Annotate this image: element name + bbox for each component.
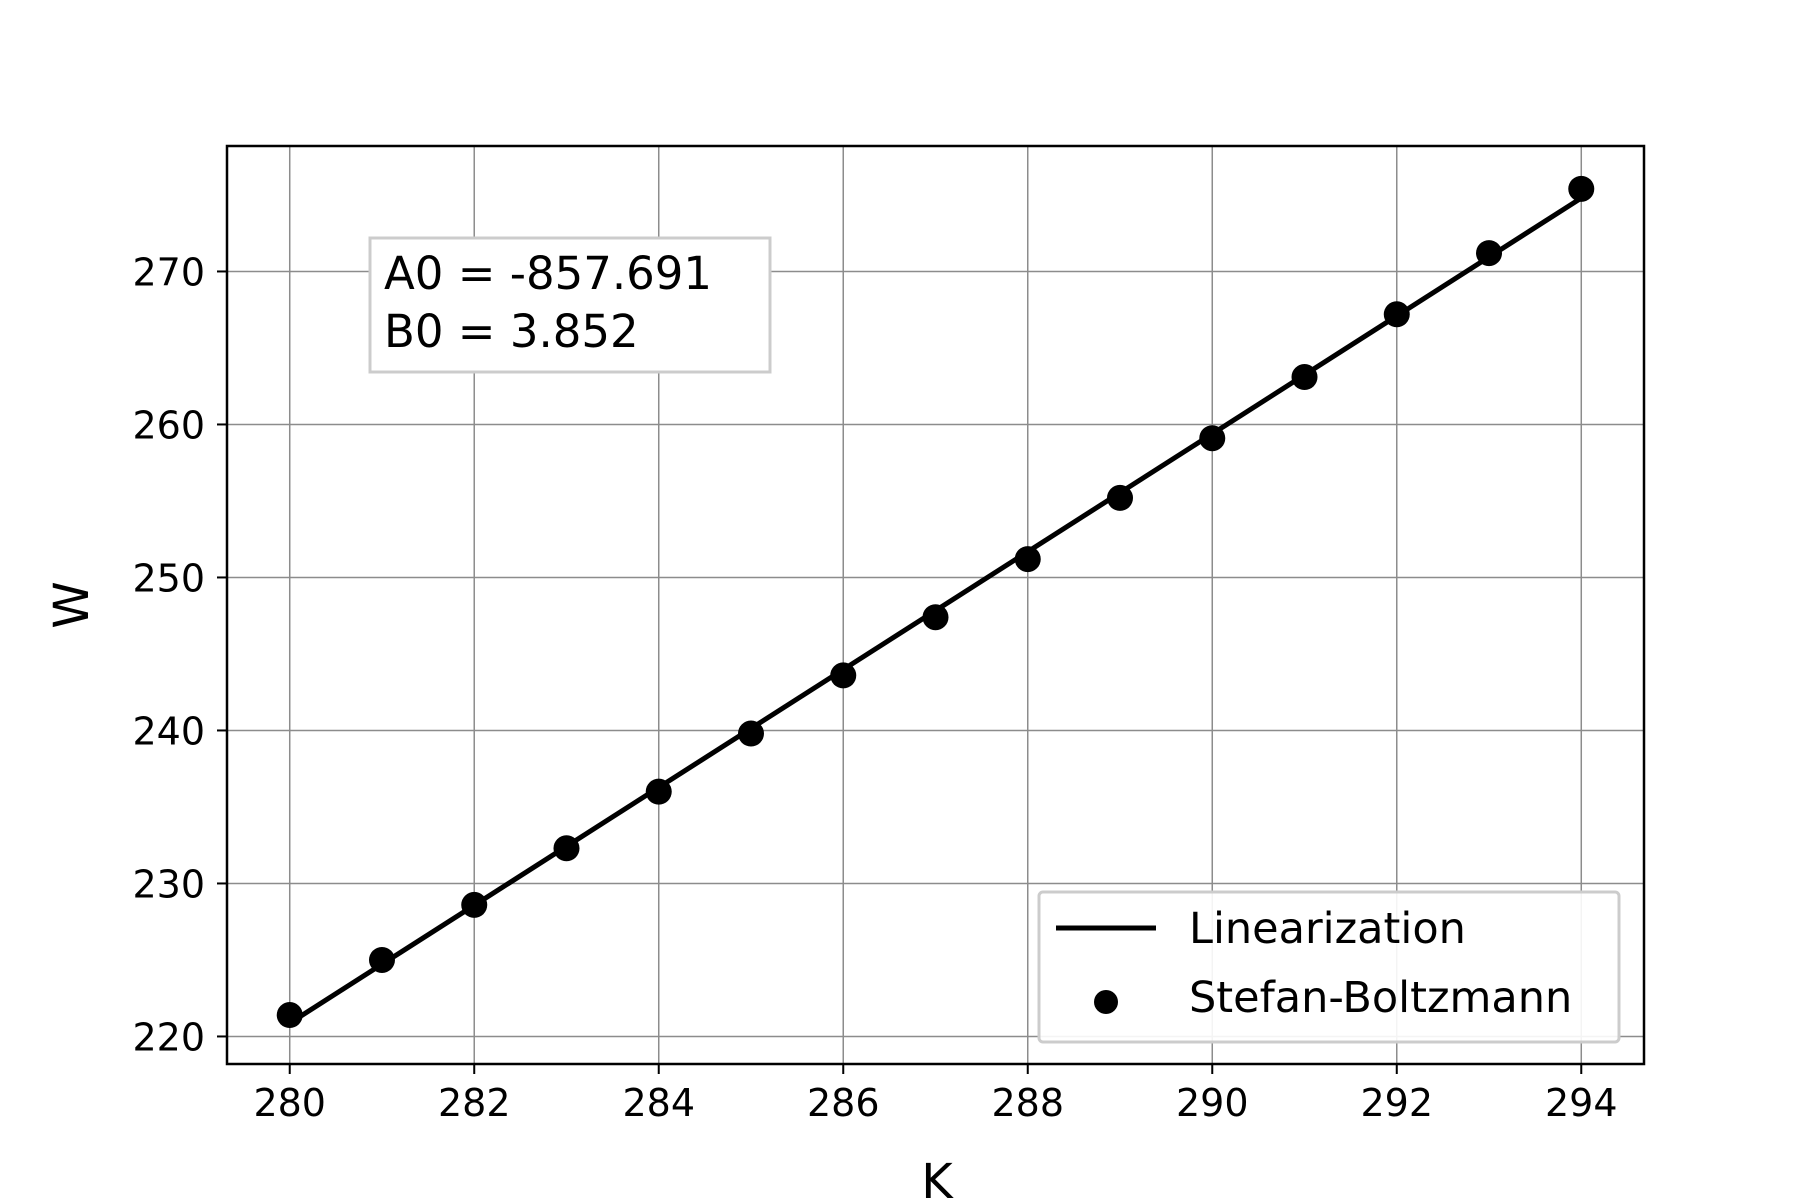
data-layer (276, 175, 1595, 1029)
plot-frame (225, 144, 1646, 1066)
stefan-boltzmann-point (922, 604, 949, 631)
stefan-boltzmann-point (737, 720, 764, 747)
annotation-line-b0: B0 = 3.852 (384, 305, 639, 358)
stefan-boltzmann-point (461, 891, 488, 918)
tick-layer: 280 282 284 286 288 290 292 294 220 230 240 250 260 2… (132, 250, 1617, 1125)
annotation-line-a0: A0 = -857.691 (384, 247, 712, 300)
stefan-boltzmann-point (1476, 240, 1503, 267)
y-tick-label: 260 (132, 403, 205, 447)
x-tick-label: 292 (1360, 1081, 1433, 1125)
stefan-boltzmann-point (1107, 484, 1134, 511)
legend-frame (1037, 890, 1621, 1044)
y-axis-label: W (44, 581, 100, 628)
stefan-boltzmann-point (1568, 175, 1595, 202)
annotation-frame (368, 236, 772, 374)
y-tick-label: 230 (132, 862, 205, 906)
x-tick-label: 294 (1545, 1081, 1618, 1125)
annotation-box: A0 = -857.691 B0 = 3.852 (368, 236, 772, 374)
legend: Linearization Stefan-Boltzmann (1037, 890, 1621, 1044)
x-tick-label: 282 (438, 1081, 511, 1125)
legend-marker-swatch (1094, 990, 1118, 1014)
legend-label-stefan-boltzmann: Stefan-Boltzmann (1189, 973, 1572, 1023)
x-tick-label: 288 (991, 1081, 1064, 1125)
stefan-boltzmann-point (1014, 546, 1041, 573)
stefan-boltzmann-point (1291, 364, 1318, 391)
stefan-boltzmann-point (830, 662, 857, 689)
x-tick-label: 290 (1176, 1081, 1249, 1125)
stefan-boltzmann-point (368, 946, 395, 973)
x-axis-label: K (921, 1154, 954, 1200)
stefan-boltzmann-point (1199, 425, 1226, 452)
stefan-boltzmann-point (645, 778, 672, 805)
stefan-boltzmann-point (553, 835, 580, 862)
stefan-boltzmann-point (1383, 301, 1410, 328)
x-tick-label: 286 (807, 1081, 880, 1125)
grid-layer (227, 146, 1644, 1064)
y-tick-label: 220 (132, 1015, 205, 1059)
legend-label-linearization: Linearization (1189, 904, 1466, 954)
stefan-boltzmann-point (276, 1002, 303, 1029)
y-tick-label: 270 (132, 250, 205, 294)
y-tick-label: 250 (132, 556, 205, 600)
y-tick-label: 240 (132, 709, 205, 753)
x-tick-label: 284 (622, 1081, 695, 1125)
x-tick-label: 280 (253, 1081, 326, 1125)
